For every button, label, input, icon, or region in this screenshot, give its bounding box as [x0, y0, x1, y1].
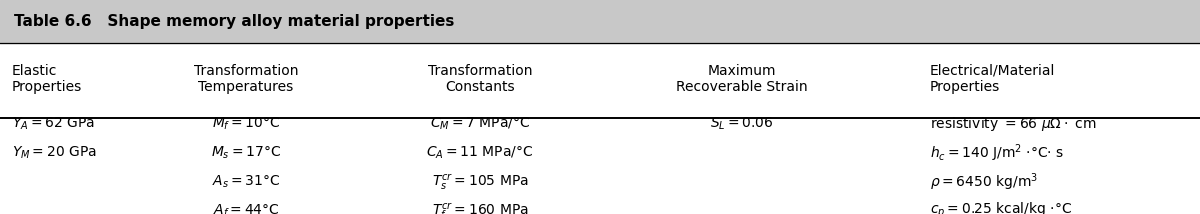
Text: $C_M = 7$ MPa/°C: $C_M = 7$ MPa/°C [430, 116, 530, 132]
Text: Maximum: Maximum [707, 64, 776, 78]
Text: Constants: Constants [445, 80, 515, 94]
Text: $A_s = 31$°C: $A_s = 31$°C [212, 174, 280, 190]
Text: $h_c = 140$ J/m$^2$ $\cdot$°C$\cdot$ s: $h_c = 140$ J/m$^2$ $\cdot$°C$\cdot$ s [930, 142, 1064, 164]
Text: Recoverable Strain: Recoverable Strain [676, 80, 808, 94]
Text: $A_f = 44$°C: $A_f = 44$°C [212, 203, 280, 214]
Bar [0, 0, 1200, 43]
Text: $T_s^{cr} = 105$ MPa: $T_s^{cr} = 105$ MPa [432, 172, 528, 192]
Text: $T_f^{cr} = 160$ MPa: $T_f^{cr} = 160$ MPa [432, 201, 528, 214]
Text: $S_L = 0.06$: $S_L = 0.06$ [709, 116, 774, 132]
Text: $c_p = 0.25$ kcal/kg $\cdot$°C: $c_p = 0.25$ kcal/kg $\cdot$°C [930, 201, 1072, 214]
Text: Electrical/Material: Electrical/Material [930, 64, 1055, 78]
Text: $Y_M = 20$ GPa: $Y_M = 20$ GPa [12, 145, 97, 161]
Text: $C_A = 11$ MPa/°C: $C_A = 11$ MPa/°C [426, 145, 534, 161]
Text: $Y_A = 62$ GPa: $Y_A = 62$ GPa [12, 116, 95, 132]
Text: Transformation: Transformation [193, 64, 299, 78]
Text: Transformation: Transformation [427, 64, 533, 78]
Text: Properties: Properties [930, 80, 1001, 94]
Text: $M_s = 17$°C: $M_s = 17$°C [211, 145, 281, 161]
Text: resistivity $= 66\ \mu\Omega\cdot$ cm: resistivity $= 66\ \mu\Omega\cdot$ cm [930, 115, 1097, 133]
Text: Temperatures: Temperatures [198, 80, 294, 94]
Text: $\rho = 6450$ kg/m$^3$: $\rho = 6450$ kg/m$^3$ [930, 171, 1038, 193]
Text: Elastic: Elastic [12, 64, 58, 78]
Text: $M_f = 10$°C: $M_f = 10$°C [212, 116, 280, 132]
Text: Table 6.6   Shape memory alloy material properties: Table 6.6 Shape memory alloy material pr… [14, 14, 455, 29]
Text: Properties: Properties [12, 80, 83, 94]
